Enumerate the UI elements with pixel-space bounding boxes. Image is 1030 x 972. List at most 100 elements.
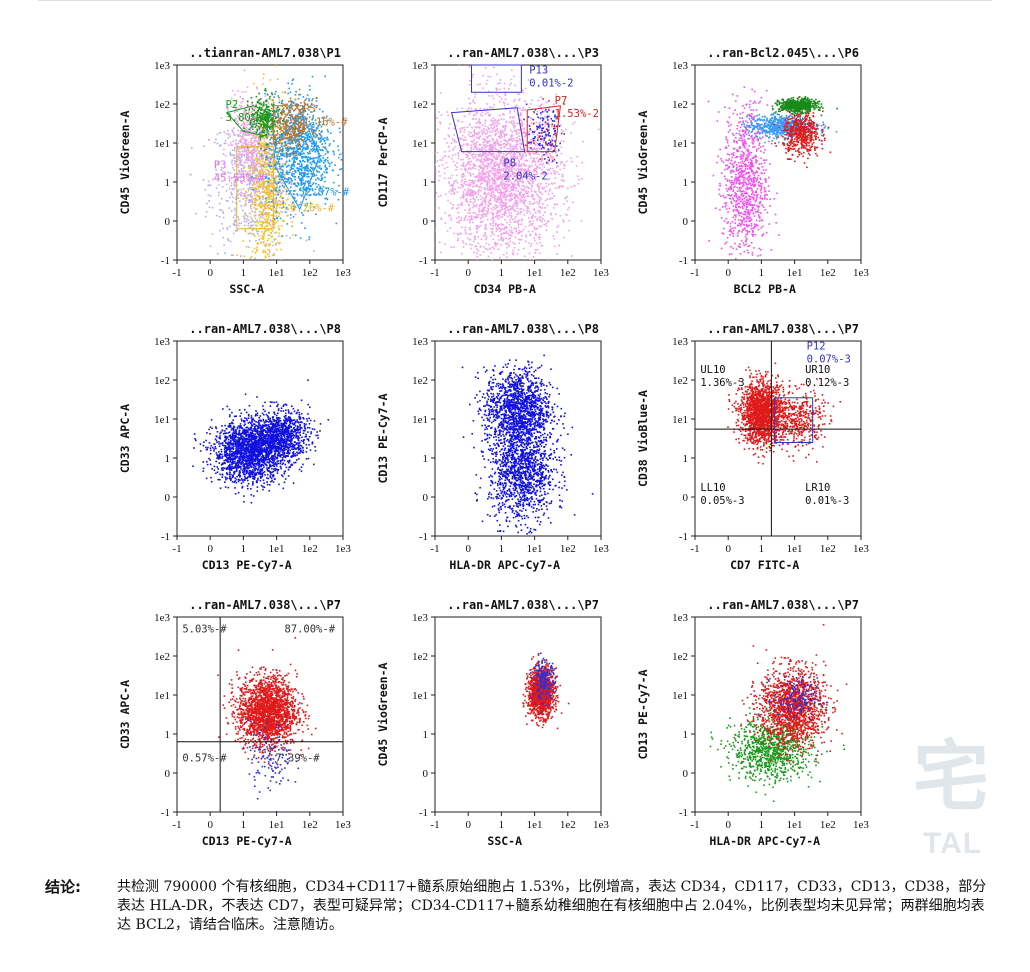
event-dot — [539, 202, 541, 204]
event-dot — [545, 200, 547, 202]
event-dot — [481, 239, 483, 241]
event-dot — [304, 167, 306, 169]
event-dot — [255, 126, 257, 128]
event-dot — [435, 170, 437, 172]
event-dot — [438, 196, 440, 198]
event-dot — [531, 162, 533, 164]
event-dot — [242, 210, 244, 212]
event-dot — [292, 152, 294, 154]
event-dot — [460, 159, 462, 161]
event-dot — [294, 190, 296, 192]
event-dot — [491, 138, 493, 140]
event-dot — [296, 123, 298, 125]
event-dot — [530, 143, 532, 145]
event-dot — [262, 161, 264, 163]
event-dot — [470, 150, 472, 152]
event-dot — [260, 207, 262, 209]
event-dot — [329, 143, 331, 145]
event-dot — [269, 96, 271, 98]
event-dot — [252, 233, 254, 235]
event-dot — [228, 137, 230, 139]
event-dot — [516, 104, 518, 106]
event-dot — [267, 234, 269, 236]
event-dot — [277, 107, 279, 109]
event-dot — [256, 170, 258, 172]
event-dot — [239, 105, 241, 107]
event-dot — [494, 242, 496, 244]
event-dot — [518, 132, 520, 134]
event-dot — [471, 108, 473, 110]
event-dot — [469, 227, 471, 229]
event-dot — [521, 163, 523, 165]
event-dot — [297, 129, 299, 131]
event-dot — [345, 164, 347, 166]
event-dot — [514, 228, 516, 230]
event-dot — [280, 197, 282, 199]
event-dot — [282, 143, 284, 145]
event-dot — [500, 190, 502, 192]
event-dot — [256, 135, 258, 137]
event-dot — [309, 89, 311, 91]
event-dot — [529, 131, 531, 133]
event-dot — [512, 183, 514, 185]
event-dot — [462, 266, 464, 268]
event-dot — [258, 230, 260, 232]
event-dot — [496, 74, 498, 76]
event-dot — [300, 161, 302, 163]
event-dot — [260, 130, 262, 132]
event-dot — [334, 164, 336, 166]
event-dot — [269, 191, 271, 193]
event-dot — [282, 100, 284, 102]
event-dot — [467, 219, 469, 221]
event-dot — [295, 235, 297, 237]
event-dot — [244, 70, 246, 72]
event-dot — [263, 150, 265, 152]
event-dot — [267, 178, 269, 180]
event-dot — [279, 187, 281, 189]
event-dot — [513, 120, 515, 122]
event-dot — [266, 185, 268, 187]
event-dot — [514, 109, 516, 111]
event-dot — [208, 200, 210, 202]
event-dot — [515, 230, 517, 232]
event-dot — [472, 207, 474, 209]
event-dot — [255, 240, 257, 242]
event-dot — [511, 79, 513, 81]
event-dot — [271, 104, 273, 106]
event-dot — [481, 187, 483, 189]
event-dot — [279, 165, 281, 167]
event-dot — [568, 230, 570, 232]
event-dot — [261, 144, 263, 146]
event-dot — [518, 163, 520, 165]
event-dot — [248, 158, 250, 160]
event-dot — [499, 137, 501, 139]
event-dot — [248, 188, 250, 190]
event-dot — [496, 229, 498, 231]
event-dot — [241, 125, 243, 127]
event-dot — [253, 131, 255, 133]
event-dot — [247, 162, 249, 164]
event-dot — [321, 168, 323, 170]
event-dot — [238, 148, 240, 150]
event-dot — [309, 153, 311, 155]
event-dot — [475, 154, 477, 156]
event-dot — [256, 129, 258, 131]
event-dot — [243, 98, 245, 100]
event-dot — [239, 193, 241, 195]
event-dot — [520, 262, 522, 264]
event-dot — [279, 264, 281, 266]
event-dot — [271, 108, 273, 110]
event-dot — [242, 91, 244, 93]
event-dot — [234, 94, 236, 96]
event-dot — [299, 163, 301, 165]
event-dot — [469, 185, 471, 187]
event-dot — [468, 209, 470, 211]
event-dot — [289, 139, 291, 141]
event-dot — [447, 200, 449, 202]
event-dot — [266, 266, 268, 268]
event-dot — [271, 209, 273, 211]
event-dot — [539, 164, 541, 166]
event-dot — [238, 156, 240, 158]
event-dot — [308, 133, 310, 135]
event-dot — [299, 169, 301, 171]
